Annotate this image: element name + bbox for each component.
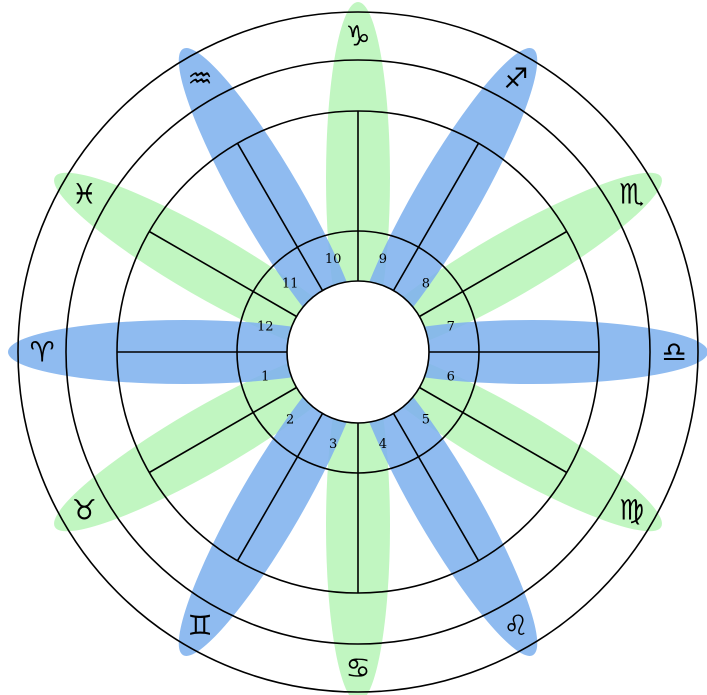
house-cusp-line (236, 413, 324, 562)
leo-icon: ♌ (503, 609, 528, 642)
house-cusp-line (148, 230, 297, 318)
scorpio-icon: ♏ (619, 178, 644, 211)
house-cusps (117, 111, 599, 593)
sign-ring (65, 59, 651, 645)
house-number-12: 12 (257, 320, 274, 335)
outer-ring (17, 11, 699, 693)
house-number-9: 9 (379, 252, 387, 267)
house-number-1: 1 (261, 369, 269, 384)
center-circle (286, 280, 430, 424)
sagittarius-icon: ♐ (503, 62, 528, 95)
aquarius-icon: ♒ (187, 62, 212, 95)
house-cusp-line (148, 386, 297, 474)
taurus-icon: ♉ (72, 494, 97, 527)
cancer-icon: ♋ (345, 652, 370, 685)
house-number-2: 2 (286, 412, 294, 427)
house-cusp-line (419, 386, 568, 474)
sign-glyphs: ♈ ♉ ♊ ♋ ♌ ♍ ♎ ♏ ♐ ♑ ♒ ♓ (29, 20, 686, 685)
house-number-7: 7 (447, 320, 455, 335)
house-number-10: 10 (325, 252, 342, 267)
house-number-6: 6 (447, 369, 455, 384)
libra-icon: ♎ (661, 336, 686, 369)
house-cusp-line (392, 413, 480, 562)
pisces-icon: ♓ (72, 178, 97, 211)
gemini-icon: ♊ (187, 609, 212, 642)
house-number-5: 5 (422, 412, 430, 427)
house-number-4: 4 (379, 437, 387, 452)
capricorn-icon: ♑ (345, 20, 370, 53)
virgo-icon: ♍ (619, 494, 644, 527)
aries-icon: ♈ (29, 336, 54, 369)
house-number-11: 11 (282, 277, 299, 292)
house-number-8: 8 (422, 277, 430, 292)
house-number-3: 3 (329, 437, 337, 452)
house-cusp-line (236, 142, 324, 291)
house-cusp-line (419, 230, 568, 318)
house-cusp-line (392, 142, 480, 291)
